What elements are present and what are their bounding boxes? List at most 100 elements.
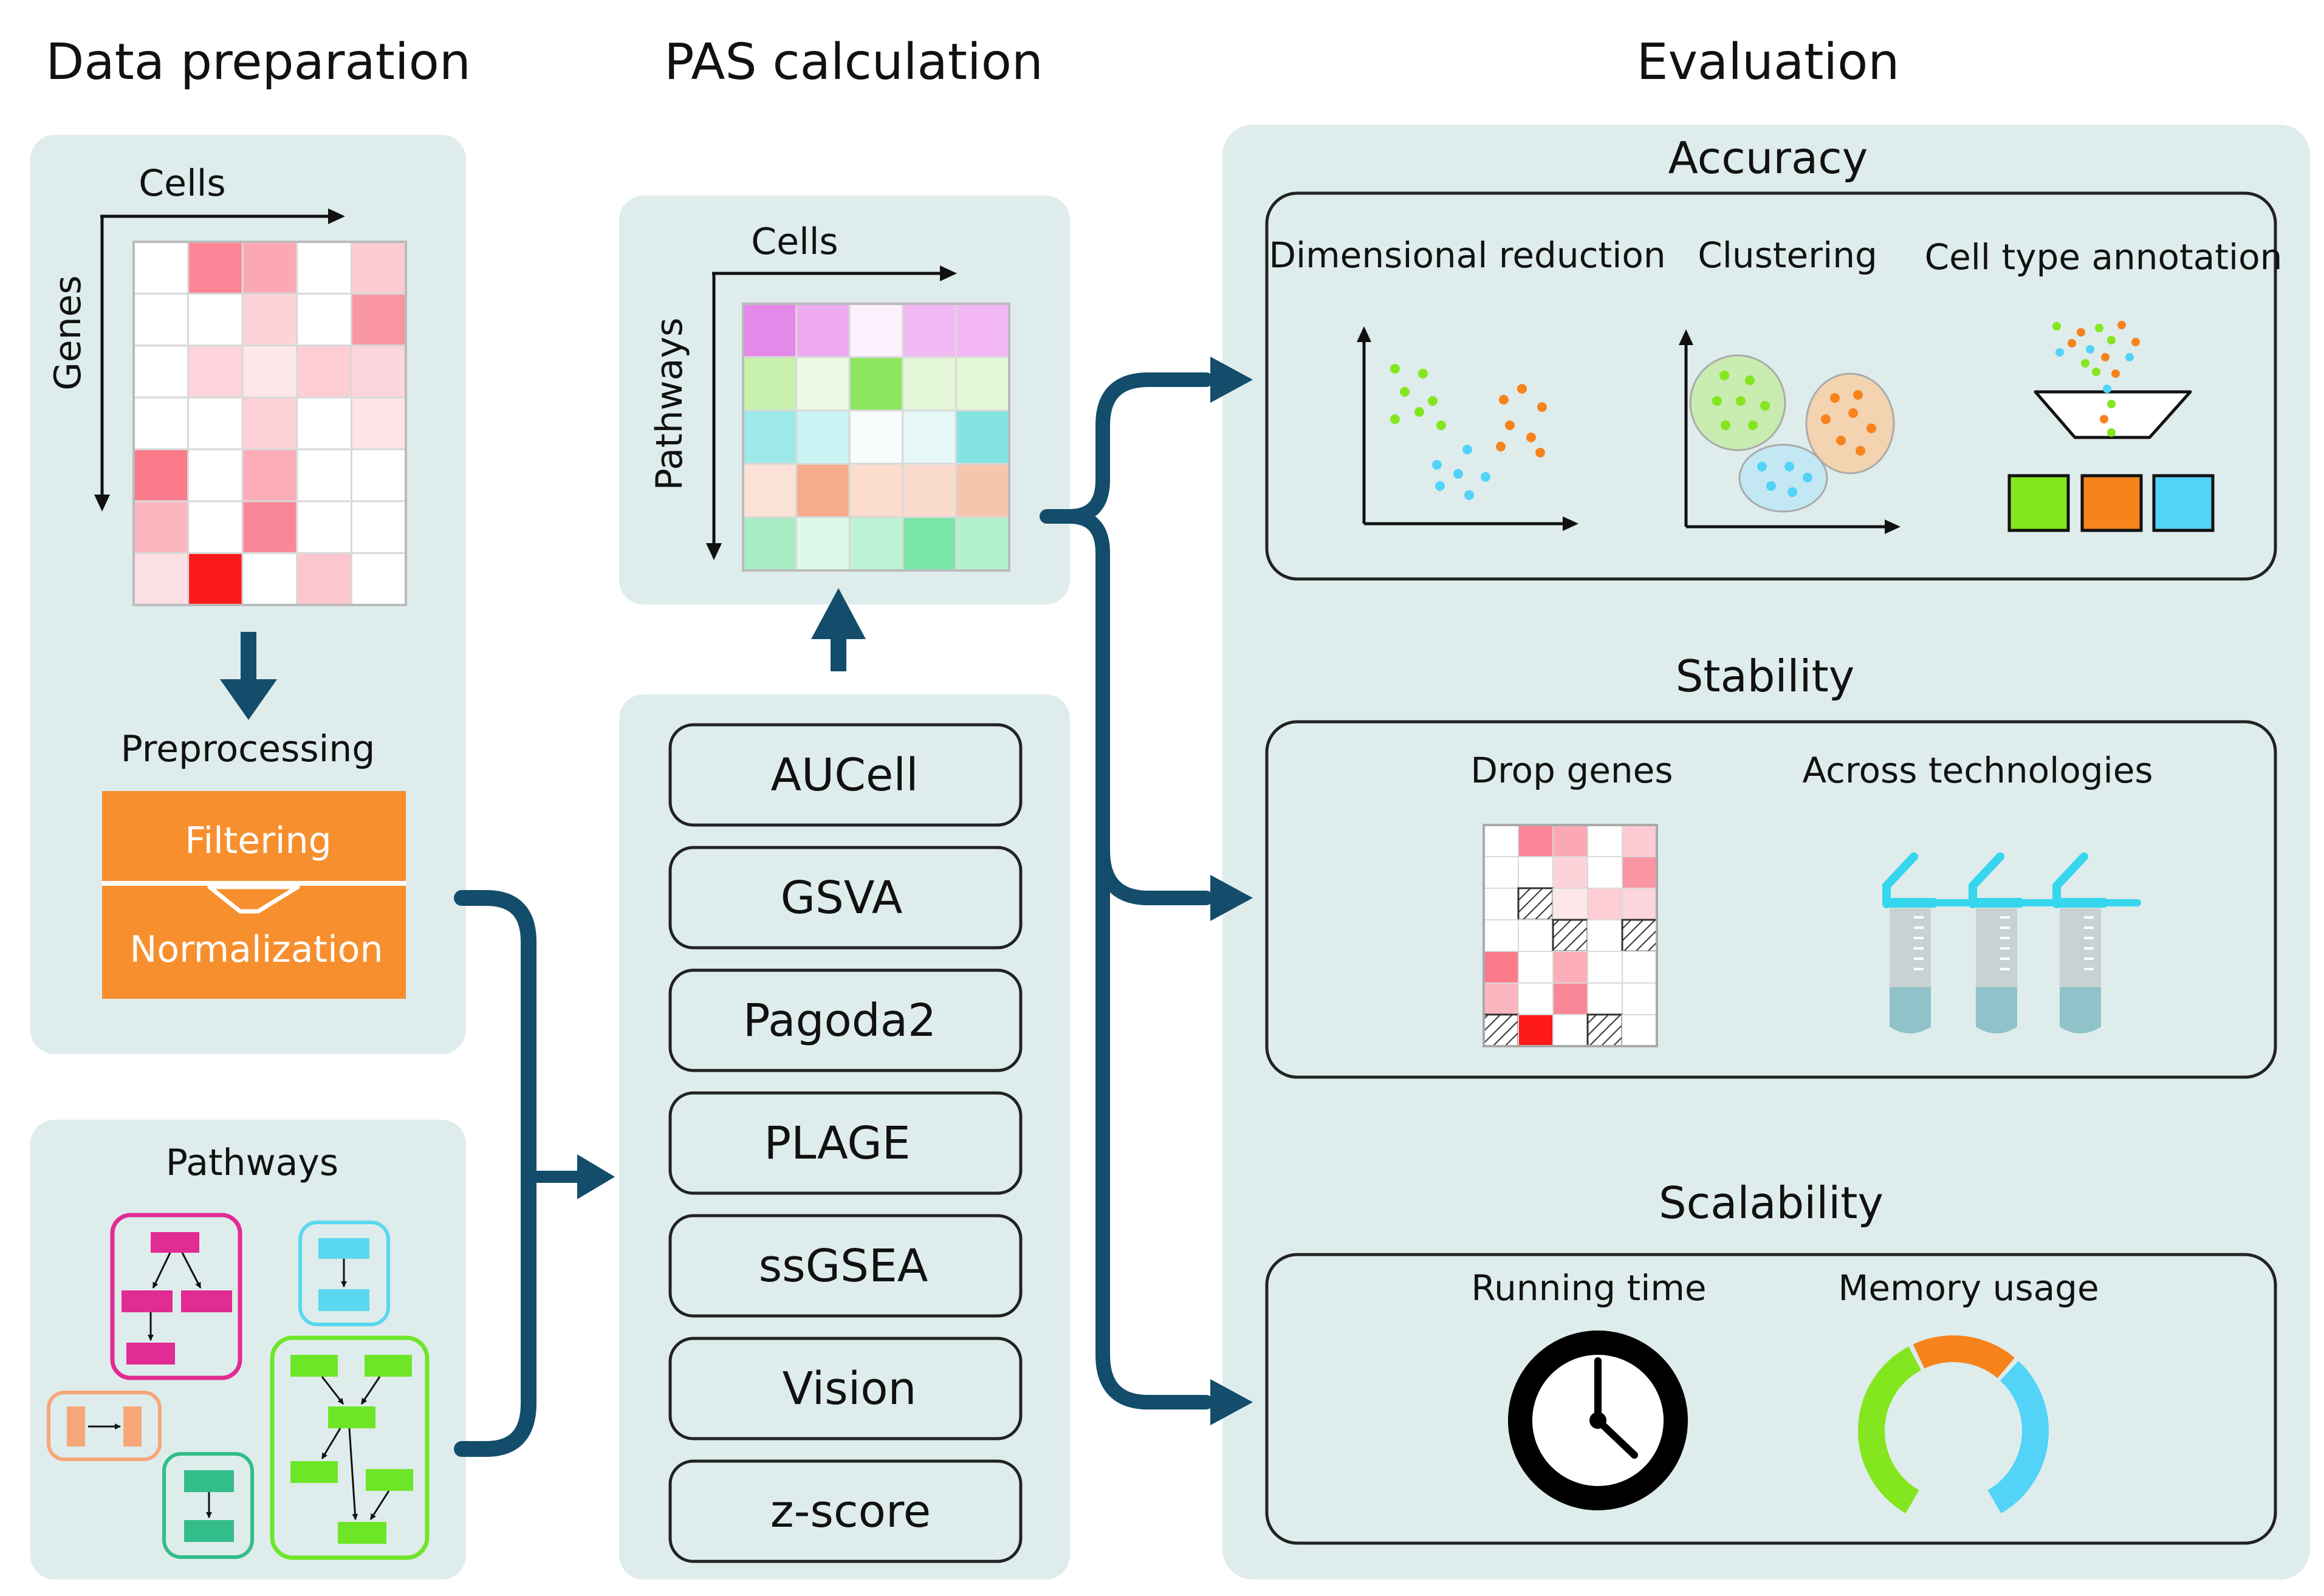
expression-matrix	[132, 241, 407, 606]
expression-matrix-cell	[187, 500, 244, 554]
tube-icon	[1969, 852, 2057, 1033]
pas-matrix-cell	[795, 409, 851, 465]
pas-matrix	[742, 303, 1010, 572]
pas-cells-axis-arrowhead	[940, 265, 957, 281]
pas-matrix-cell	[848, 516, 904, 572]
cell-type-annotation-plot	[2034, 321, 2192, 439]
pas-matrix-cell	[902, 462, 957, 518]
filtering-label: Filtering	[185, 820, 331, 862]
accuracy-box	[1265, 191, 2277, 581]
pas-matrix-cell	[848, 356, 904, 412]
methods-up-arrow-head	[811, 588, 866, 639]
method-label-plage: PLAGE	[764, 1117, 911, 1170]
arrow-to-scalability	[1210, 1379, 1253, 1425]
expression-matrix-cell	[350, 241, 407, 295]
gauge-segment-green	[1858, 1346, 1922, 1513]
drop-genes-cell	[1587, 982, 1623, 1015]
expression-matrix-cell	[350, 396, 407, 451]
clustering-plot	[1679, 329, 1901, 534]
pas-matrix-cell	[742, 303, 798, 358]
preprocessing-title: Preprocessing	[121, 728, 375, 770]
prep-down-arrow-shaft	[241, 632, 256, 680]
drop-genes-cell	[1483, 951, 1519, 984]
drop-genes-cell	[1552, 919, 1589, 953]
method-box-plage	[668, 1091, 1023, 1195]
methods-list: AUCell GSVA Pagoda2 PLAGE ssGSEA Vision z-scor…	[668, 723, 1023, 1563]
pas-matrix-cell	[848, 303, 904, 358]
pas-matrix-cell	[795, 516, 851, 572]
arrow-to-accuracy	[1210, 357, 1253, 403]
cells-axis-arrowhead	[328, 208, 345, 224]
expression-matrix-cell	[187, 344, 244, 399]
drop-genes-cell	[1587, 824, 1623, 857]
arrow-to-stability	[1210, 875, 1253, 921]
pas-matrix-cell	[742, 356, 798, 412]
scalability-box	[1265, 1253, 2277, 1545]
expression-matrix-cell	[296, 396, 352, 451]
dimensional-reduction-plot	[1357, 326, 1578, 531]
method-label-ssgsea: ssGSEA	[759, 1240, 928, 1292]
expression-matrix-cell	[296, 552, 352, 606]
drop-genes-matrix	[1482, 824, 1658, 1047]
running-time-label: Running time	[1471, 1267, 1706, 1309]
pas-matrix-y-label: Pathways	[648, 318, 691, 490]
drop-genes-cell	[1518, 824, 1554, 857]
expression-matrix-cell	[241, 448, 298, 502]
method-label-vision: Vision	[783, 1363, 917, 1415]
expression-matrix-cell	[132, 344, 190, 399]
drop-genes-cell	[1483, 888, 1519, 920]
expression-matrix-cell	[350, 500, 407, 554]
genes-axis-arrowhead	[94, 495, 110, 512]
expression-matrix-x-label: Cells	[139, 162, 225, 205]
drop-genes-cell	[1587, 856, 1623, 889]
pathway-graph-teal	[162, 1452, 254, 1559]
drop-genes-cell	[1482, 1013, 1520, 1047]
pas-matrix-x-label: Cells	[751, 221, 838, 263]
drop-genes-cell	[1518, 951, 1554, 984]
drop-genes-cell	[1622, 951, 1657, 984]
cell-type-annotation-label: Cell type annotation	[1925, 236, 2283, 278]
accuracy-title: Accuracy	[1668, 132, 1868, 183]
expression-matrix-cell	[132, 292, 190, 347]
methods-up-arrow-shaft	[831, 638, 846, 671]
drop-genes-cell	[1622, 1014, 1657, 1047]
drop-genes-cell	[1483, 856, 1519, 889]
preprocessing-flow-arrow	[207, 885, 300, 914]
pathway-graph-green	[270, 1335, 430, 1560]
method-box-aucell	[668, 723, 1023, 827]
pathway-graph-magenta	[110, 1213, 242, 1380]
pas-matrix-cell	[742, 516, 798, 572]
pas-matrix-cell	[955, 356, 1010, 412]
expression-matrix-cell	[350, 344, 407, 399]
column-title-data-preparation: Data preparation	[46, 33, 471, 91]
expression-matrix-cell	[241, 241, 298, 295]
expression-matrix-cell	[241, 500, 298, 554]
preprocessing-divider	[102, 881, 406, 886]
scalability-title: Scalability	[1659, 1177, 1884, 1228]
expression-matrix-cell	[296, 344, 352, 399]
pas-matrix-cell	[795, 462, 851, 518]
expression-matrix-cell	[296, 241, 352, 295]
drop-genes-cell	[1621, 919, 1658, 953]
memory-usage-label: Memory usage	[1838, 1267, 2099, 1309]
clock-icon	[1508, 1331, 1688, 1510]
clustering-label: Clustering	[1698, 235, 1877, 276]
memory-gauge-icon	[1858, 1335, 2049, 1513]
drop-genes-cell	[1518, 856, 1554, 889]
input-merge-arrow-head	[577, 1154, 615, 1199]
pas-matrix-cell	[955, 516, 1010, 572]
method-box-ssgsea	[668, 1214, 1023, 1318]
stability-box	[1265, 720, 2277, 1079]
expression-matrix-cell	[350, 552, 407, 606]
drop-genes-cell	[1622, 982, 1657, 1015]
expression-matrix-cell	[187, 396, 244, 451]
pas-matrix-cell	[902, 516, 957, 572]
pas-matrix-cell	[902, 356, 957, 412]
drop-genes-cell	[1622, 856, 1657, 889]
pas-matrix-cell	[955, 303, 1010, 358]
evaluation-branch-bracket	[1040, 372, 1213, 1409]
expression-matrix-cell	[241, 552, 298, 606]
expression-matrix-cell	[241, 344, 298, 399]
drop-genes-cell	[1518, 919, 1554, 952]
